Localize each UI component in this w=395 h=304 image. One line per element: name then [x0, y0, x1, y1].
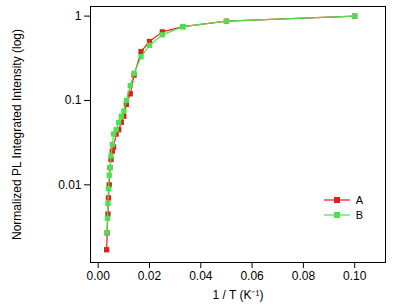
- svg-text:0.1: 0.1: [65, 93, 82, 107]
- svg-text:0.08: 0.08: [292, 269, 316, 283]
- html-text:B: B: [355, 208, 363, 221]
- html-text:A: A: [355, 193, 363, 206]
- svg-text:0.00: 0.00: [87, 269, 111, 283]
- svg-text:1 / T (K⁻¹): 1 / T (K⁻¹): [213, 288, 264, 302]
- svg-text:0.06: 0.06: [240, 269, 264, 283]
- svg-text:Normalized PL Integrated Inten: Normalized PL Integrated Intensity (log): [10, 29, 24, 240]
- svg-text:0.02: 0.02: [138, 269, 162, 283]
- svg-text:0.10: 0.10: [343, 269, 367, 283]
- svg-text:0.04: 0.04: [189, 269, 213, 283]
- svg-text:0.01: 0.01: [58, 178, 82, 192]
- svg-text:1: 1: [75, 9, 82, 23]
